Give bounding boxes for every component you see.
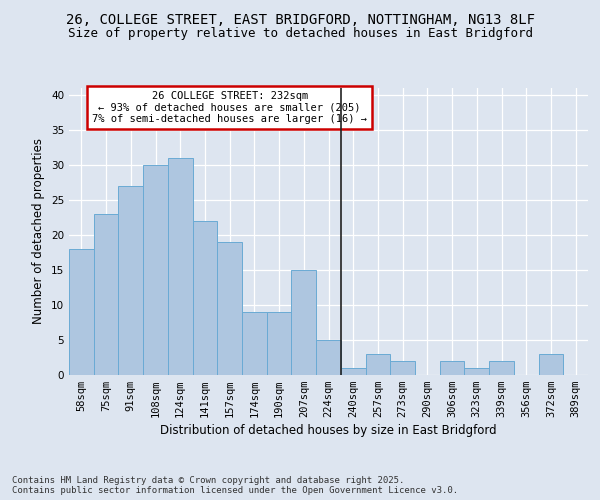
Y-axis label: Number of detached properties: Number of detached properties [32, 138, 46, 324]
X-axis label: Distribution of detached houses by size in East Bridgford: Distribution of detached houses by size … [160, 424, 497, 438]
Bar [217, 242, 242, 375]
Bar [94, 214, 118, 375]
Bar [440, 361, 464, 375]
Bar [539, 354, 563, 375]
Bar [267, 312, 292, 375]
Bar [365, 354, 390, 375]
Bar [69, 249, 94, 375]
Bar [143, 164, 168, 375]
Text: 26 COLLEGE STREET: 232sqm
← 93% of detached houses are smaller (205)
7% of semi-: 26 COLLEGE STREET: 232sqm ← 93% of detac… [92, 91, 367, 124]
Bar [390, 361, 415, 375]
Text: Size of property relative to detached houses in East Bridgford: Size of property relative to detached ho… [67, 28, 533, 40]
Bar [118, 186, 143, 375]
Bar [341, 368, 365, 375]
Bar [316, 340, 341, 375]
Bar [168, 158, 193, 375]
Text: Contains HM Land Registry data © Crown copyright and database right 2025.
Contai: Contains HM Land Registry data © Crown c… [12, 476, 458, 495]
Text: 26, COLLEGE STREET, EAST BRIDGFORD, NOTTINGHAM, NG13 8LF: 26, COLLEGE STREET, EAST BRIDGFORD, NOTT… [65, 12, 535, 26]
Bar [193, 220, 217, 375]
Bar [464, 368, 489, 375]
Bar [489, 361, 514, 375]
Bar [242, 312, 267, 375]
Bar [292, 270, 316, 375]
